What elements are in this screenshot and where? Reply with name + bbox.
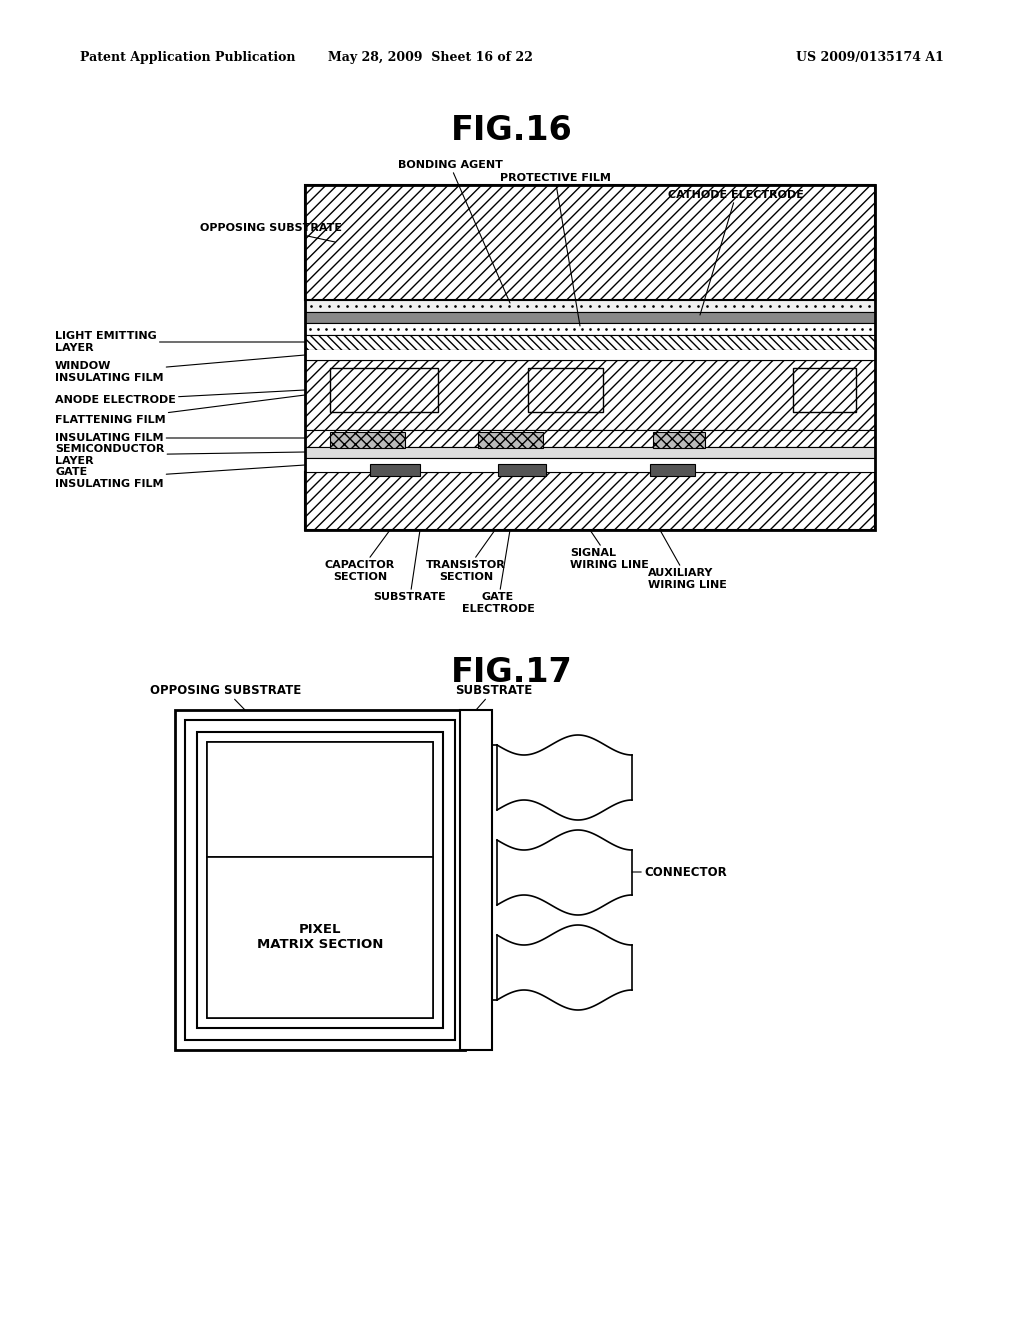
Text: CONNECTOR: CONNECTOR (632, 866, 727, 879)
Bar (207, 857, 433, 1018)
Bar (305, 335, 874, 350)
Text: GATE
ELECTRODE: GATE ELECTRODE (462, 531, 535, 614)
Bar (305, 458, 874, 473)
Bar (528, 368, 603, 412)
Text: Patent Application Publication: Patent Application Publication (80, 51, 296, 65)
Bar (207, 742, 433, 857)
Bar (305, 312, 874, 323)
Text: INSULATING FILM: INSULATING FILM (55, 433, 305, 444)
Bar (650, 465, 695, 477)
Text: PROTECTIVE FILM: PROTECTIVE FILM (500, 173, 610, 326)
Text: GATE
INSULATING FILM: GATE INSULATING FILM (55, 465, 305, 488)
Bar (305, 430, 874, 447)
Bar (793, 368, 856, 412)
Bar (175, 710, 465, 1049)
Text: FIG.16: FIG.16 (452, 114, 572, 147)
Text: SUBSTRATE: SUBSTRATE (374, 531, 446, 602)
Text: May 28, 2009  Sheet 16 of 22: May 28, 2009 Sheet 16 of 22 (328, 51, 532, 65)
Bar (498, 465, 546, 477)
Text: SUBSTRATE: SUBSTRATE (455, 684, 532, 710)
Bar (305, 350, 874, 355)
Bar (305, 300, 874, 312)
Bar (330, 368, 438, 412)
Bar (460, 710, 492, 1049)
Bar (185, 719, 455, 1040)
Text: SIGNAL
WIRING LINE: SIGNAL WIRING LINE (570, 531, 649, 570)
Text: AUXILIARY
WIRING LINE: AUXILIARY WIRING LINE (648, 531, 727, 590)
Bar (370, 465, 420, 477)
Bar (305, 185, 874, 300)
Bar (305, 185, 874, 531)
Bar (330, 432, 406, 447)
Text: WINDOW
INSULATING FILM: WINDOW INSULATING FILM (55, 355, 305, 383)
Bar (305, 323, 874, 335)
Text: CAPACITOR
SECTION: CAPACITOR SECTION (325, 531, 395, 582)
Text: CATHODE ELECTRODE: CATHODE ELECTRODE (668, 190, 804, 315)
Bar (478, 432, 543, 447)
Text: BONDING AGENT: BONDING AGENT (397, 160, 510, 304)
Text: SEMICONDUCTOR
LAYER: SEMICONDUCTOR LAYER (55, 445, 305, 466)
Text: TRANSISTOR
SECTION: TRANSISTOR SECTION (426, 531, 506, 582)
Text: FIG.17: FIG.17 (452, 656, 572, 689)
Bar (653, 432, 705, 447)
Bar (305, 447, 874, 458)
Text: OPPOSING SUBSTRATE: OPPOSING SUBSTRATE (150, 684, 301, 710)
Text: FLATTENING FILM: FLATTENING FILM (55, 395, 305, 425)
Text: PIXEL
MATRIX SECTION: PIXEL MATRIX SECTION (257, 923, 383, 950)
Bar (197, 733, 443, 1028)
Bar (305, 473, 874, 531)
Text: US 2009/0135174 A1: US 2009/0135174 A1 (796, 51, 944, 65)
Bar (305, 350, 874, 360)
Text: LIGHT EMITTING
LAYER: LIGHT EMITTING LAYER (55, 331, 305, 352)
Text: ANODE ELECTRODE: ANODE ELECTRODE (55, 389, 305, 405)
Bar (305, 360, 874, 430)
Bar (207, 742, 433, 1018)
Text: OPPOSING SUBSTRATE: OPPOSING SUBSTRATE (200, 223, 342, 242)
